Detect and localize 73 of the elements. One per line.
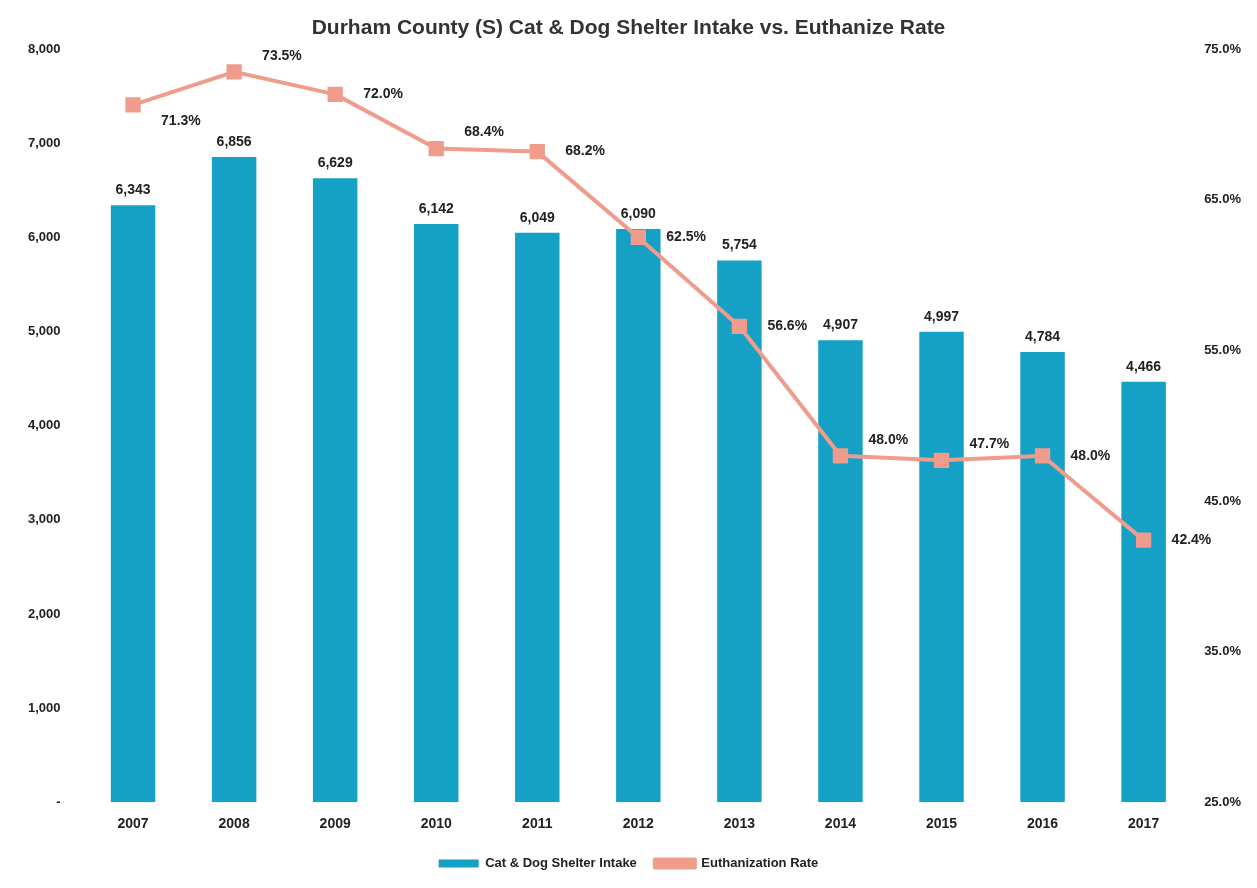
data-label: 71.3% — [161, 111, 202, 128]
y-tick-label: 3,000 — [27, 511, 61, 527]
legend-label: Euthanization Rate — [701, 855, 819, 871]
x-tick-label: 2015 — [925, 815, 958, 832]
y-tick-label: 8,000 — [27, 40, 61, 56]
y2-tick-label: 35.0% — [1204, 643, 1242, 659]
data-label: 73.5% — [262, 46, 303, 63]
point — [327, 86, 343, 103]
data-label: 62.5% — [666, 228, 707, 245]
data-label: 48.0% — [1070, 446, 1111, 463]
chart-title: Durham County (S) Cat & Dog Shelter Intake vs. Euthanize Rate — [311, 15, 946, 39]
y2-tick-label: 55.0% — [1204, 341, 1242, 357]
y-tick-label: 5,000 — [27, 323, 61, 339]
point — [1135, 532, 1152, 548]
x-tick-label: 2017 — [1128, 815, 1160, 832]
data-label: 48.0% — [868, 430, 909, 447]
data-label: 42.4% — [1171, 531, 1212, 548]
bar — [515, 232, 560, 803]
bar — [818, 340, 863, 803]
bar — [312, 178, 358, 803]
bar — [616, 228, 661, 803]
bar — [110, 205, 156, 803]
data-label: 68.4% — [464, 123, 505, 140]
data-label: 68.2% — [565, 142, 606, 159]
data-label: 6,049 — [519, 208, 555, 225]
y-tick-label: 4,000 — [27, 417, 61, 433]
x-tick-label: 2011 — [522, 815, 553, 832]
data-label: 6,629 — [317, 154, 353, 171]
bar — [1121, 381, 1166, 803]
y2-tick-label: 65.0% — [1204, 191, 1242, 207]
y2-tick-label: 75.0% — [1204, 40, 1242, 56]
data-label: 4,466 — [1126, 357, 1162, 374]
x-tick-label: 2010 — [420, 815, 453, 832]
y-tick-label: 2,000 — [27, 605, 61, 621]
y-tick-label: - — [56, 793, 61, 809]
data-label: 6,856 — [216, 132, 252, 149]
y-tick-label: 6,000 — [27, 229, 61, 245]
bar — [1020, 351, 1065, 803]
x-tick-label: 2009 — [319, 815, 351, 832]
y2-tick-label: 25.0% — [1204, 793, 1242, 809]
point — [226, 64, 242, 80]
x-tick-label: 2012 — [622, 815, 655, 832]
point — [428, 140, 444, 157]
data-label: 4,907 — [822, 316, 859, 333]
data-label: 6,090 — [620, 204, 657, 221]
point — [630, 229, 646, 246]
point — [832, 448, 849, 464]
data-label: 4,997 — [923, 307, 960, 324]
point — [125, 97, 141, 113]
data-label: 6,142 — [418, 199, 454, 216]
bar — [717, 260, 762, 803]
point — [1034, 448, 1051, 464]
x-tick-label: 2008 — [218, 815, 250, 832]
bar — [919, 331, 964, 803]
point — [933, 452, 950, 468]
y2-tick-label: 45.0% — [1204, 492, 1242, 508]
data-label: 72.0% — [363, 85, 404, 102]
x-tick-label: 2016 — [1026, 815, 1059, 832]
x-tick-label: 2014 — [824, 815, 857, 832]
y-tick-label: 7,000 — [27, 134, 61, 150]
x-tick-label: 2007 — [117, 815, 149, 832]
data-label: 56.6% — [767, 317, 808, 334]
data-label: 47.7% — [969, 435, 1010, 452]
y-tick-label: 1,000 — [27, 699, 61, 715]
point — [529, 143, 545, 160]
point — [731, 318, 748, 334]
bar — [211, 156, 257, 803]
data-label: 4,784 — [1025, 327, 1061, 344]
data-label: 6,343 — [115, 181, 151, 198]
bar — [413, 224, 459, 803]
legend-label: Cat & Dog Shelter Intake — [485, 855, 637, 871]
data-label: 5,754 — [721, 236, 758, 253]
x-tick-label: 2013 — [723, 815, 756, 832]
